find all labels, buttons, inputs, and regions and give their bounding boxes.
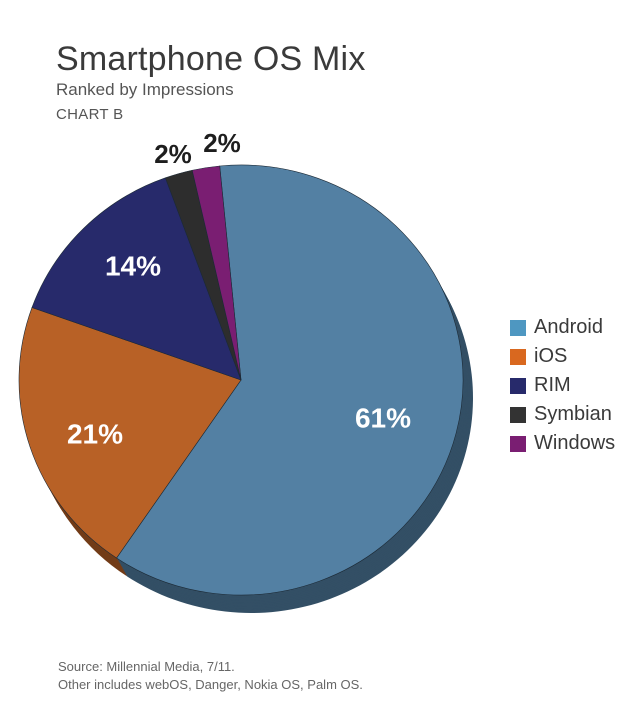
legend-item-symbian: Symbian bbox=[510, 400, 615, 429]
pie-slice-rim bbox=[31, 177, 242, 381]
data-label-android: 61% bbox=[355, 402, 411, 433]
legend-swatch bbox=[510, 348, 526, 365]
legend-swatch bbox=[510, 377, 526, 394]
data-label-rim: 14% bbox=[105, 250, 161, 281]
chart-title: Smartphone OS Mix bbox=[56, 40, 366, 78]
data-label-ios: 21% bbox=[67, 418, 123, 449]
chart-subtitle: Ranked by Impressions bbox=[56, 80, 234, 99]
chart-tag: CHART B bbox=[56, 106, 124, 123]
pie-slice-ios bbox=[18, 307, 242, 559]
footnote: Source: Millennial Media, 7/11. Other in… bbox=[58, 658, 363, 694]
legend-label: Android bbox=[534, 316, 603, 338]
legend-swatch bbox=[510, 319, 526, 336]
pie-labels: 61% 21% 14% 2% 2% bbox=[67, 128, 411, 450]
pie-slice-android bbox=[116, 164, 464, 596]
source-note: Source: Millennial Media, 7/11. bbox=[58, 659, 235, 674]
legend-label: Windows bbox=[534, 432, 616, 454]
legend-item-android: Android bbox=[510, 313, 615, 342]
legend-swatch bbox=[510, 435, 526, 452]
legend-label: Symbian bbox=[534, 403, 612, 425]
legend-label: RIM bbox=[534, 374, 571, 396]
data-label-symbian: 2% bbox=[154, 139, 192, 169]
legend: Android iOS RIM Symbian Windows bbox=[510, 313, 615, 458]
legend-item-windows: Windows bbox=[510, 429, 615, 458]
legend-item-ios: iOS bbox=[510, 342, 615, 371]
data-label-windows: 2% bbox=[203, 128, 241, 158]
pie-slice-windows bbox=[191, 165, 242, 381]
legend-item-rim: RIM bbox=[510, 371, 615, 400]
legend-swatch bbox=[510, 406, 526, 423]
pie-slices bbox=[18, 164, 464, 596]
other-note: Other includes webOS, Danger, Nokia OS, … bbox=[58, 677, 363, 692]
legend-label: iOS bbox=[534, 345, 568, 367]
